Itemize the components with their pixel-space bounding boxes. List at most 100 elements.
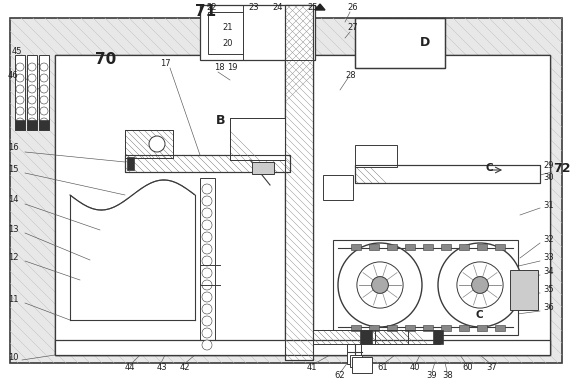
Bar	[495, 325, 505, 331]
Text: 28: 28	[345, 70, 356, 80]
Bar	[313, 55, 550, 355]
Bar	[125, 130, 173, 158]
Text: C: C	[485, 163, 492, 173]
Circle shape	[40, 118, 48, 126]
Text: 71: 71	[195, 5, 216, 19]
Bar	[369, 244, 379, 250]
Text: 43: 43	[157, 363, 168, 373]
Bar	[495, 244, 505, 250]
Text: 34: 34	[543, 268, 554, 277]
Bar	[125, 155, 290, 172]
Bar	[285, 5, 313, 360]
Bar	[208, 12, 243, 54]
Text: 15: 15	[8, 166, 18, 174]
Text: 45: 45	[12, 47, 22, 56]
Circle shape	[202, 340, 212, 350]
Circle shape	[28, 118, 36, 126]
Circle shape	[202, 256, 212, 266]
Bar	[355, 18, 445, 68]
Bar	[200, 178, 215, 350]
Text: 19: 19	[227, 64, 237, 72]
Bar	[127, 157, 134, 170]
Text: D: D	[420, 36, 430, 49]
Circle shape	[202, 316, 212, 326]
Bar	[387, 244, 397, 250]
Bar	[55, 55, 550, 355]
Text: 41: 41	[307, 363, 317, 373]
Bar	[423, 244, 433, 250]
Text: 70: 70	[95, 53, 116, 67]
Circle shape	[338, 243, 422, 327]
Circle shape	[149, 136, 165, 152]
Bar	[477, 244, 487, 250]
Circle shape	[372, 277, 388, 293]
Circle shape	[202, 184, 212, 194]
Bar	[355, 165, 540, 183]
Circle shape	[202, 268, 212, 278]
Bar	[441, 244, 451, 250]
Bar	[355, 145, 397, 167]
Text: 11: 11	[8, 296, 18, 304]
Text: 26: 26	[347, 3, 358, 13]
Circle shape	[40, 74, 48, 82]
Bar	[352, 357, 372, 373]
Bar	[350, 355, 362, 367]
Text: 13: 13	[8, 226, 19, 235]
Text: 16: 16	[8, 144, 19, 152]
Bar	[313, 330, 408, 344]
Circle shape	[202, 220, 212, 230]
Bar	[459, 244, 469, 250]
Bar	[125, 130, 173, 158]
Text: 60: 60	[463, 363, 473, 373]
Text: 30: 30	[543, 174, 554, 183]
Circle shape	[202, 280, 212, 290]
Bar	[323, 175, 353, 200]
Circle shape	[40, 85, 48, 93]
Text: 22: 22	[206, 3, 216, 13]
Text: 37: 37	[487, 363, 498, 373]
Text: 44: 44	[125, 363, 135, 373]
Circle shape	[202, 244, 212, 254]
Circle shape	[202, 232, 212, 242]
Circle shape	[28, 107, 36, 115]
Bar	[355, 165, 540, 183]
Bar	[405, 325, 415, 331]
Bar	[55, 340, 550, 355]
Circle shape	[16, 63, 24, 71]
Bar	[27, 55, 37, 130]
Text: 21: 21	[222, 23, 232, 33]
Circle shape	[28, 85, 36, 93]
Text: 20: 20	[222, 39, 232, 49]
Bar	[200, 5, 315, 60]
Text: 27: 27	[347, 23, 358, 33]
Text: 25: 25	[307, 3, 317, 13]
Bar	[27, 120, 37, 130]
Circle shape	[40, 63, 48, 71]
Text: 31: 31	[543, 200, 554, 210]
Bar	[369, 325, 379, 331]
Bar	[55, 55, 285, 355]
Text: 33: 33	[543, 254, 554, 263]
Circle shape	[202, 304, 212, 314]
Bar	[39, 120, 49, 130]
Bar	[313, 330, 408, 344]
Text: 36: 36	[543, 304, 554, 313]
Circle shape	[28, 96, 36, 104]
Bar	[459, 325, 469, 331]
Circle shape	[28, 63, 36, 71]
Text: 29: 29	[543, 160, 554, 169]
Bar	[355, 18, 445, 68]
Bar	[347, 344, 361, 364]
Bar	[477, 325, 487, 331]
Text: C: C	[475, 310, 483, 320]
Bar	[230, 118, 285, 160]
Text: 10: 10	[8, 354, 18, 362]
Bar	[15, 55, 25, 130]
Text: 61: 61	[378, 363, 388, 373]
Circle shape	[40, 96, 48, 104]
Circle shape	[16, 118, 24, 126]
Bar	[433, 330, 443, 344]
Text: 72: 72	[553, 161, 570, 174]
Circle shape	[16, 74, 24, 82]
Text: 14: 14	[8, 196, 18, 205]
